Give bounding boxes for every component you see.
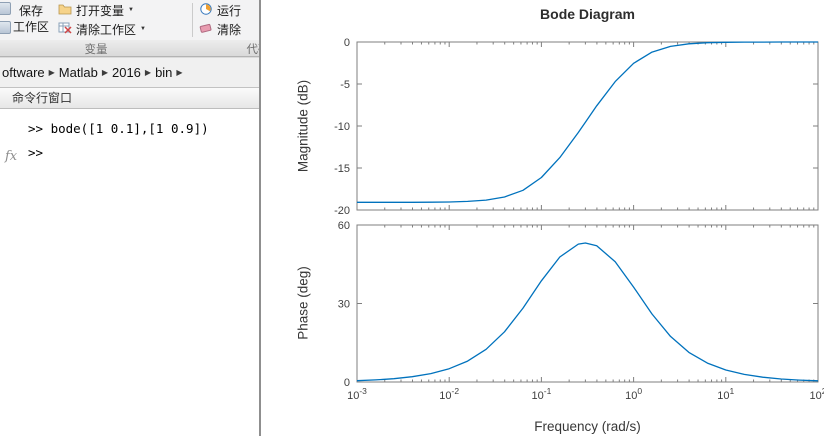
fx-prompt-icon: fx bbox=[5, 149, 18, 164]
open-variable-button[interactable]: 打开变量 ▼ bbox=[58, 1, 134, 19]
breadcrumb-arrow-icon[interactable]: ▶ bbox=[48, 68, 55, 77]
command-prompt: >> bbox=[28, 145, 44, 160]
y-tick-label: -15 bbox=[334, 163, 350, 175]
command-window-titlebar[interactable]: 命令行窗口 bbox=[0, 88, 261, 109]
plot-title: Bode Diagram bbox=[540, 6, 635, 22]
phase-axis-label: Phase (deg) bbox=[295, 266, 311, 340]
magnitude-curve bbox=[357, 41, 818, 203]
clear-commands-label: 清除 bbox=[217, 22, 242, 37]
ribbon-toolbar: 保存 工作区 打开变量 ▼ 清除工作区 ▼ 运行 清除 bbox=[0, 0, 261, 40]
save-workspace-button[interactable]: 保存 工作区 bbox=[8, 0, 54, 38]
section-label-variable: 变量 bbox=[84, 44, 108, 56]
x-tick-label: 10-1 bbox=[531, 386, 551, 402]
current-folder-breadcrumb: oftware ▶ Matlab ▶ 2016 ▶ bin ▶ bbox=[0, 57, 261, 88]
x-tick-label: 10-3 bbox=[347, 386, 367, 402]
y-tick-label: 60 bbox=[338, 220, 350, 232]
x-tick-label: 100 bbox=[625, 386, 642, 402]
phase-curve bbox=[356, 242, 819, 382]
command-window[interactable]: >> bode([1 0.1],[1 0.9]) >> fx bbox=[0, 109, 261, 436]
y-tick-label: -20 bbox=[334, 205, 350, 217]
frequency-axis-label: Frequency (rad/s) bbox=[534, 419, 641, 434]
y-tick-label: 0 bbox=[344, 37, 350, 49]
clear-workspace-label: 清除工作区 bbox=[76, 22, 137, 37]
save-workspace-label-line2: 工作区 bbox=[12, 20, 49, 34]
breadcrumb-arrow-icon[interactable]: ▶ bbox=[101, 68, 108, 77]
breadcrumb-arrow-icon[interactable]: ▶ bbox=[144, 68, 152, 77]
clipped-import-data-icon bbox=[0, 2, 11, 15]
run-and-time-icon bbox=[199, 2, 213, 19]
open-variable-label: 打开变量 bbox=[76, 3, 125, 18]
clear-commands-button[interactable]: 清除 bbox=[199, 20, 241, 38]
clear-commands-icon bbox=[199, 22, 213, 37]
command-history-line: >> bode([1 0.1],[1 0.9]) bbox=[28, 121, 209, 136]
run-and-time-button[interactable]: 运行 bbox=[199, 1, 241, 19]
ribbon-section-divider bbox=[192, 3, 193, 37]
x-tick-label: 10-2 bbox=[439, 386, 459, 402]
clear-workspace-icon bbox=[58, 22, 72, 37]
y-tick-label: 30 bbox=[338, 299, 350, 311]
y-tick-label: -10 bbox=[334, 121, 350, 133]
section-label-code: 代码 bbox=[246, 44, 262, 56]
ribbon-section-row: 变量 代码 bbox=[0, 40, 261, 57]
run-and-time-label: 运行 bbox=[217, 3, 242, 18]
chevron-down-icon: ▼ bbox=[140, 26, 146, 32]
clear-workspace-button[interactable]: 清除工作区 ▼ bbox=[58, 20, 146, 38]
command-prompt-line[interactable]: >> bbox=[0, 141, 261, 165]
save-workspace-label-line1: 保存 bbox=[18, 4, 43, 18]
breadcrumb-segment[interactable]: Matlab bbox=[58, 65, 98, 80]
axes-box bbox=[356, 41, 819, 211]
breadcrumb-segment[interactable]: 2016 bbox=[111, 65, 141, 80]
y-tick-label: -5 bbox=[340, 79, 350, 91]
breadcrumb-segment[interactable]: oftware bbox=[2, 65, 45, 80]
breadcrumb-segment[interactable]: bin bbox=[155, 65, 173, 80]
open-variable-icon bbox=[58, 3, 72, 18]
x-tick-label: 102 bbox=[810, 386, 824, 402]
magnitude-axis-label: Magnitude (dB) bbox=[295, 79, 311, 173]
x-tick-label: 101 bbox=[717, 386, 734, 402]
command-window-title: 命令行窗口 bbox=[12, 91, 73, 105]
chevron-down-icon: ▼ bbox=[128, 7, 134, 13]
clipped-import-data-icon bbox=[0, 21, 11, 34]
axes-box bbox=[356, 224, 819, 383]
matlab-desktop-panel: 保存 工作区 打开变量 ▼ 清除工作区 ▼ 运行 清除 bbox=[0, 0, 261, 436]
breadcrumb-arrow-icon[interactable]: ▶ bbox=[176, 68, 183, 77]
y-tick-label: 0 bbox=[344, 377, 350, 389]
